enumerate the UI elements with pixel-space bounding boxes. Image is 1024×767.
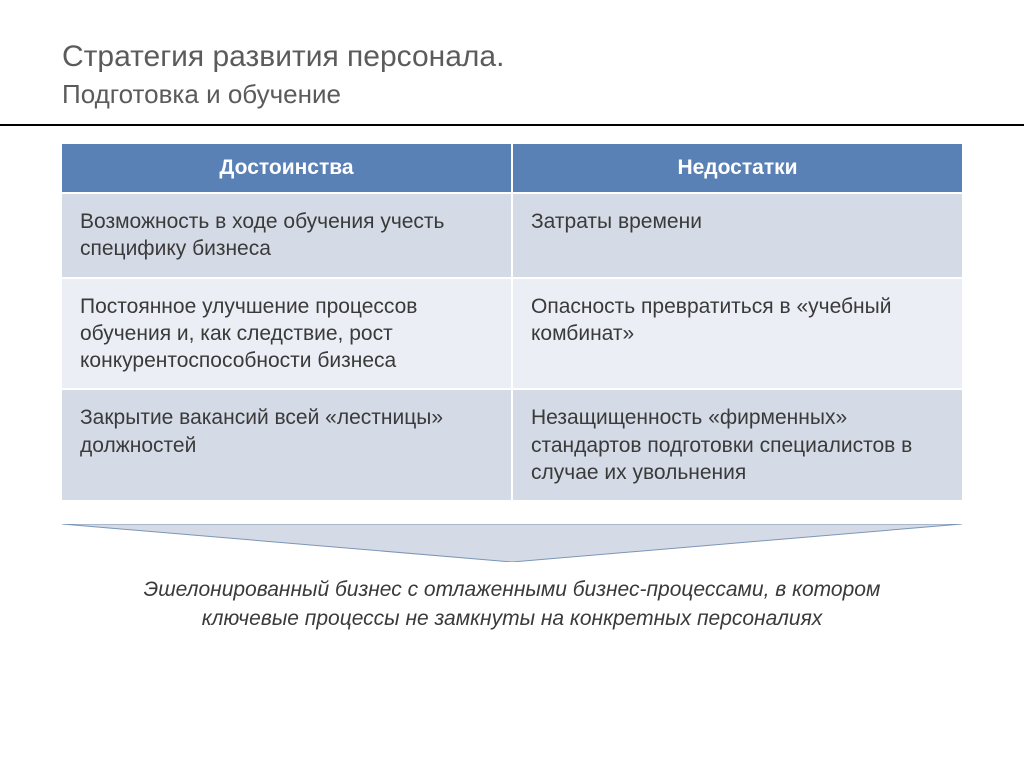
conclusion-text: Эшелонированный бизнес с отлаженными биз…: [102, 576, 922, 633]
cell-con: Опасность превратиться в «учебный комбин…: [512, 278, 962, 390]
slide: Стратегия развития персонала. Подготовка…: [0, 0, 1024, 767]
table-row: Возможность в ходе обучения учесть специ…: [62, 193, 962, 278]
content-area: Достоинства Недостатки Возможность в ход…: [0, 126, 1024, 502]
table-header-row: Достоинства Недостатки: [62, 144, 962, 193]
arrow-polygon: [62, 524, 962, 562]
cell-pro: Возможность в ходе обучения учесть специ…: [62, 193, 512, 278]
column-header-pros: Достоинства: [62, 144, 512, 193]
slide-subtitle: Подготовка и обучение: [62, 78, 1024, 111]
cell-pro: Постоянное улучшение процессов обучения …: [62, 278, 512, 390]
cell-con: Затраты времени: [512, 193, 962, 278]
cell-pro: Закрытие вакансий всей «лестницы» должно…: [62, 389, 512, 501]
table-row: Закрытие вакансий всей «лестницы» должно…: [62, 389, 962, 501]
column-header-cons: Недостатки: [512, 144, 962, 193]
title-block: Стратегия развития персонала. Подготовка…: [0, 0, 1024, 110]
down-arrow-shape: [62, 524, 962, 562]
slide-title: Стратегия развития персонала.: [62, 38, 1024, 76]
table-row: Постоянное улучшение процессов обучения …: [62, 278, 962, 390]
cell-con: Незащищенность «фирменных» стандартов по…: [512, 389, 962, 501]
pros-cons-table: Достоинства Недостатки Возможность в ход…: [62, 144, 962, 502]
